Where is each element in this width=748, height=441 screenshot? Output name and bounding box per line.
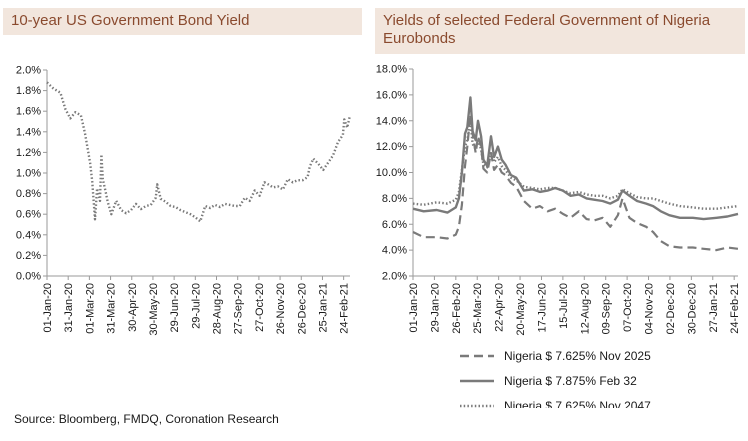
x-tick-label: 01-Mar-20 [84,283,96,334]
x-tick-label: 20-May-20 [515,283,527,336]
series-line-3 [412,119,739,210]
y-tick-label: 1.0% [16,168,41,180]
legend-label-1: Nigeria $ 7.625% Nov 2025 [504,349,651,363]
y-tick-label: 2.0% [16,65,41,77]
right-chart-title: Yields of selected Federal Government of… [375,8,745,54]
x-tick-label: 31-Mar-20 [106,283,118,334]
x-tick-label: 30-May-20 [148,283,160,336]
y-tick-label: 6.0% [382,219,407,231]
y-tick-label: 0.2% [16,250,41,262]
y-tick-label: 1.8% [16,85,41,97]
x-tick-label: 12-Aug-20 [579,283,591,334]
y-tick-label: 2.0% [382,271,407,283]
legend-label-3: Nigeria $ 7.625% Nov 2047 [504,399,651,408]
y-tick-label: 0.0% [16,271,41,283]
x-tick-label: 02-Dec-20 [665,283,677,334]
x-tick-label: 27-Sep-20 [233,283,245,334]
x-tick-label: 27-Jan-21 [708,283,720,333]
x-tick-label: 07-Oct-20 [622,283,634,332]
y-tick-label: 12.0% [376,141,407,153]
y-tick-label: 1.2% [16,147,41,159]
y-tick-label: 14.0% [376,115,407,127]
x-tick-label: 29-Jun-20 [169,283,181,333]
x-tick-label: 01-Jan-20 [42,283,54,333]
x-tick-label: 27-Oct-20 [254,283,266,332]
x-tick-label: 15-Jul-20 [558,283,570,329]
x-tick-label: 22-Apr-20 [494,283,506,332]
source-note: Source: Bloomberg, FMDQ, Coronation Rese… [14,412,279,426]
x-tick-label: 24-Feb-21 [339,283,351,334]
y-tick-label: 10.0% [376,167,407,179]
x-tick-label: 26-Feb-20 [451,283,463,334]
y-tick-label: 1.4% [16,126,41,138]
y-tick-label: 1.6% [16,106,41,118]
y-tick-label: 0.8% [16,188,41,200]
x-tick-label: 29-Jul-20 [190,283,202,329]
y-tick-label: 4.0% [382,245,407,257]
y-tick-label: 18.0% [376,64,407,76]
x-tick-label: 09-Sep-20 [601,283,613,334]
x-tick-label: 28-Aug-20 [212,283,224,334]
x-tick-label: 25-Jan-21 [317,283,329,333]
x-tick-label: 30-Dec-20 [686,283,698,334]
us-bond-yield-chart: 0.0% 0.2% 0.4% 0.6% 0.8% 1.0% 1.2% 1.4% 1.6% 1.8%… [16,65,352,336]
x-tick-label: 17-Jun-20 [536,283,548,333]
y-tick-label: 0.6% [16,209,41,221]
left-chart-title: 10-year US Government Bond Yield [3,8,362,35]
x-tick-label: 31-Jan-20 [63,283,75,333]
legend-label-2: Nigeria $ 7.875% Feb 32 [504,374,637,388]
x-tick-label: 01-Jan-20 [408,283,420,333]
x-tick-label: 26-Dec-20 [296,283,308,334]
x-tick-label: 30-Apr-20 [127,283,139,332]
y-tick-label: 0.4% [16,229,41,241]
x-tick-label: 04-Nov-20 [644,283,656,334]
y-tick-label: 16.0% [376,89,407,101]
y-tick-label: 8.0% [382,193,407,205]
x-tick-label: 25-Mar-20 [472,283,484,334]
series-line-2 [412,96,739,221]
x-tick-label: 26-Nov-20 [275,283,287,334]
x-tick-label: 29-Jan-20 [429,283,441,333]
nigeria-eurobond-chart: 2.0% 4.0% 6.0% 8.0% 10.0% 12.0% 14.0% 16.0% 18.0… [376,64,741,409]
series-line-1 [412,113,739,252]
series-line-1 [46,81,352,223]
x-tick-label: 24-Feb-21 [729,283,741,334]
